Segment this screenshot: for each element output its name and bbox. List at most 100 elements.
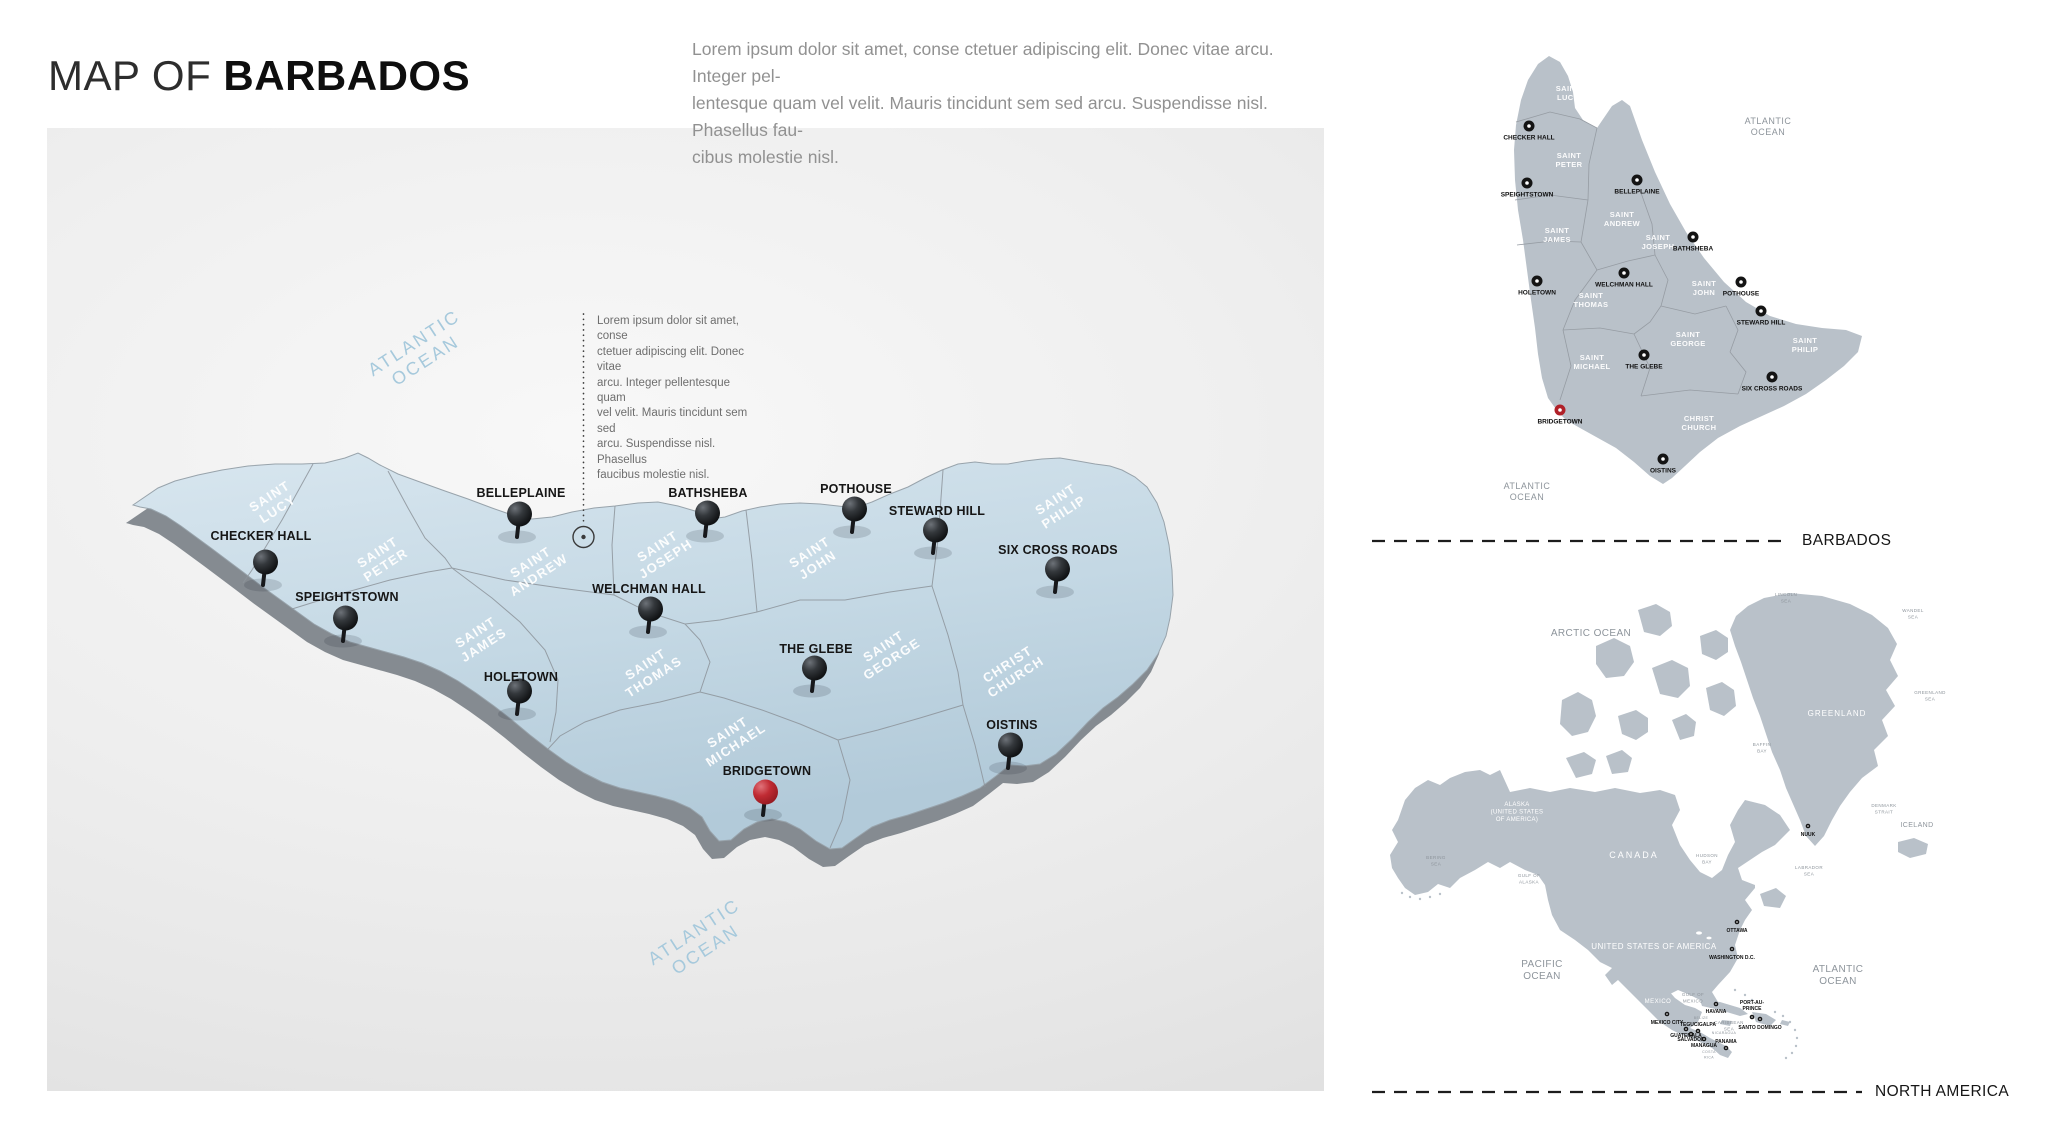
city-label-oistins: OISTINS — [986, 718, 1037, 732]
na-great-lake — [1696, 931, 1702, 935]
na-region-label-canada: CANADA — [1609, 850, 1659, 860]
inset-map-barbados: SAINT LUCY SAINT PETER SAINT JAMES SAINT ANDREW… — [1372, 56, 1862, 543]
page-title-prefix: MAP OF — [48, 52, 224, 99]
na-city-port-au-prince: PORT-AU-PRINCE — [1740, 1000, 1765, 1020]
na-city-label-port-au-prince: PORT-AU-PRINCE — [1740, 1000, 1765, 1012]
inset-parish-label-saint-philip: SAINT PHILIP — [1792, 336, 1819, 354]
annotation-text: Lorem ipsum dolor sit amet, conse ctetue… — [597, 314, 761, 483]
map-pin-welchman-hall: WELCHMAN HALL — [592, 582, 706, 639]
inset-city-welchman-hall: WELCHMAN HALL — [1595, 267, 1653, 289]
na-city-label-ottawa: OTTAWA — [1726, 928, 1747, 934]
map-pin-six-cross-roads: SIX CROSS ROADS — [998, 543, 1118, 599]
na-city-label-santo-domingo: SANTO DOMINGO — [1738, 1025, 1781, 1031]
na-city-tegucigalpa: TEGUCIGALPA — [1680, 1022, 1716, 1034]
na-city-ottawa: OTTAWA — [1726, 919, 1748, 934]
inset-city-label-pothouse: POTHOUSE — [1723, 291, 1760, 298]
na-sea-label-denmark-strait: DENMARK STRAIT — [1871, 803, 1896, 815]
callout-label-north-america: NORTH AMERICA — [1875, 1083, 2010, 1100]
map-pin-checker-hall: CHECKER HALL — [210, 529, 311, 592]
na-sea-label-atlantic-ocean: ATLANTIC OCEAN — [1813, 964, 1864, 987]
na-sea-label-iceland: ICELAND — [1900, 822, 1933, 829]
inset-city-speightstown: SPEIGHTSTOWN — [1501, 177, 1554, 199]
page-title: MAP OF BARBADOS — [48, 52, 470, 100]
city-label-the-glebe: THE GLEBE — [779, 642, 852, 656]
city-label-bathsheba: BATHSHEBA — [668, 486, 747, 500]
dark-pin-icon — [998, 732, 1023, 758]
dark-pin-icon — [638, 596, 663, 622]
na-city-managua: MANAGUA — [1691, 1036, 1717, 1049]
small-parish-borders — [1514, 111, 1747, 401]
na-great-lake — [1706, 936, 1712, 940]
na-sea-label-bering-sea: BERING SEA — [1426, 855, 1446, 867]
city-label-speightstown: SPEIGHTSTOWN — [295, 590, 399, 604]
na-arctic-islands — [1560, 604, 1928, 908]
inset-city-label-steward-hill: STEWARD HILL — [1737, 320, 1786, 327]
city-label-steward-hill: STEWARD HILL — [889, 504, 985, 518]
na-sea-label-gulf-of-alaska: GULF OF ALASKA — [1518, 873, 1540, 885]
inset-parish-label-saint-james: SAINT JAMES — [1543, 226, 1571, 244]
city-label-bridgetown: BRIDGETOWN — [723, 764, 812, 778]
inset-ocean-label-0: ATLANTIC OCEAN — [1745, 116, 1792, 137]
dark-pin-icon — [695, 500, 720, 526]
annotation-line: arcu. Integer pellentesque quam — [597, 376, 730, 405]
na-sea-label-greenland-sea: GREENLAND SEA — [1914, 690, 1946, 702]
city-label-pothouse: POTHOUSE — [820, 482, 892, 496]
inset-city-label-six-cross-roads: SIX CROSS ROADS — [1742, 386, 1803, 393]
na-city-label-tegucigalpa: TEGUCIGALPA — [1680, 1022, 1716, 1028]
na-city-label-panama: PANAMA — [1715, 1039, 1737, 1045]
inset-city-oistins: OISTINS — [1650, 453, 1677, 475]
inset-parish-label-saint-michael: SAINT MICHAEL — [1574, 353, 1611, 371]
annotation-line: ctetuer adipiscing elit. Donec vitae — [597, 345, 745, 374]
na-caribbean-islands — [1400, 891, 1799, 1060]
na-city-label-salvador: SALVADOR — [1677, 1037, 1705, 1043]
dark-pin-icon — [842, 496, 867, 522]
na-city-label-guatemala: GUATEMALA — [1670, 1033, 1702, 1039]
na-region-label-greenland: GREENLAND — [1808, 709, 1867, 718]
intro-line: Lorem ipsum dolor sit amet, conse ctetue… — [692, 39, 1274, 86]
dark-pin-icon — [1045, 556, 1070, 582]
na-city-label-washington-dc: WASHINGTON D.C. — [1709, 955, 1755, 961]
na-city-label-managua: MANAGUA — [1691, 1043, 1717, 1049]
dark-pin-icon — [923, 517, 948, 543]
dark-pin-icon — [802, 655, 827, 681]
annotation-line: Lorem ipsum dolor sit amet, conse — [597, 315, 739, 343]
map-pin-speightstown: SPEIGHTSTOWN — [295, 590, 399, 648]
inset-parish-label-saint-john: SAINT JOHN — [1692, 279, 1717, 297]
inset-parish-label-saint-andrew: SAINT ANDREW — [1604, 210, 1641, 228]
na-sea-label-arctic-ocean: ARCTIC OCEAN — [1551, 628, 1631, 639]
annotation-target-dot — [581, 534, 586, 540]
inset-parish-label-saint-peter: SAINT PETER — [1555, 151, 1582, 169]
map-pin-oistins: OISTINS — [986, 718, 1038, 775]
na-mainland — [1390, 770, 1790, 1058]
na-sea-label-costa-rica: COSTA RICA — [1702, 1050, 1716, 1060]
dark-pin-icon — [507, 501, 532, 527]
callout-label-barbados: BARBADOS — [1802, 532, 1892, 549]
inset-city-label-checker-hall: CHECKER HALL — [1503, 135, 1554, 142]
city-label-welchman-hall: WELCHMAN HALL — [592, 582, 706, 596]
inset-map-north-america: ARCTIC OCEAN LINCOLN SEA WANDEL SEA GREENLAND… — [1372, 592, 1946, 1094]
na-sea-label-baffin-bay: BAFFIN BAY — [1753, 742, 1771, 754]
na-city-mexico-city: MEXICO CITY — [1651, 1011, 1684, 1026]
na-sea-label-labrador-sea: LABRADOR SEA — [1795, 865, 1823, 877]
na-city-washington-dc: WASHINGTON D.C. — [1709, 946, 1755, 961]
na-greenland — [1730, 593, 1898, 846]
parish-borders — [242, 463, 986, 849]
na-sea-label-belize: BELIZE — [1694, 1016, 1709, 1020]
na-city-panama: PANAMA — [1715, 1039, 1737, 1051]
inset-parish-label-christ-church: CHRIST CHURCH — [1682, 414, 1717, 432]
na-city-label-nuuk: NUUK — [1801, 832, 1816, 838]
inset-city-belleplaine: BELLEPLAINE — [1614, 174, 1660, 196]
inset-city-holetown: HOLETOWN — [1518, 275, 1556, 297]
intro-paragraph: Lorem ipsum dolor sit amet, conse ctetue… — [692, 36, 1332, 171]
inset-city-label-welchman-hall: WELCHMAN HALL — [1595, 282, 1653, 289]
inset-city-label-the-glebe: THE GLEBE — [1625, 364, 1663, 371]
annotation-line: vel velit. Mauris tincidunt sem sed — [597, 407, 748, 435]
inset-parish-label-saint-joseph: SAINT JOSEPH — [1642, 233, 1675, 251]
dark-pin-icon — [507, 678, 532, 704]
na-sea-label-caribbean-sea: CARIBBEAN SEA — [1714, 1020, 1744, 1032]
inset-ocean-label-1: ATLANTIC OCEAN — [1504, 481, 1551, 502]
inset-city-pothouse: POTHOUSE — [1723, 276, 1760, 298]
